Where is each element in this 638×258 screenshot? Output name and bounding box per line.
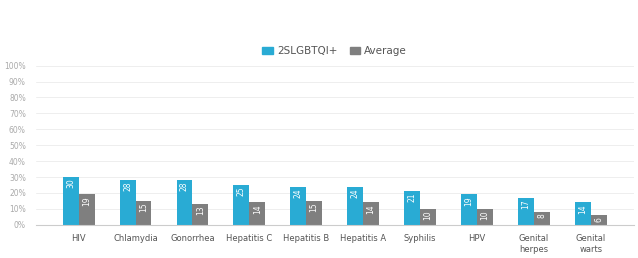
Text: 28: 28 bbox=[180, 182, 189, 191]
Text: 10: 10 bbox=[480, 210, 489, 220]
Bar bbox=[575, 203, 591, 225]
Text: 13: 13 bbox=[196, 206, 205, 215]
Text: 17: 17 bbox=[521, 199, 530, 209]
Text: 15: 15 bbox=[139, 203, 148, 212]
Bar bbox=[518, 198, 534, 225]
Text: 14: 14 bbox=[367, 204, 376, 214]
Text: 24: 24 bbox=[351, 188, 360, 198]
Bar bbox=[477, 209, 493, 225]
Text: 8: 8 bbox=[537, 214, 546, 218]
Text: 28: 28 bbox=[123, 182, 132, 191]
Bar bbox=[249, 203, 265, 225]
Text: 21: 21 bbox=[408, 193, 417, 203]
Text: 30: 30 bbox=[66, 179, 75, 188]
Bar bbox=[420, 209, 436, 225]
Bar bbox=[363, 203, 379, 225]
Text: 6: 6 bbox=[594, 217, 603, 222]
Text: 15: 15 bbox=[309, 203, 319, 212]
Bar bbox=[135, 201, 151, 225]
Text: 19: 19 bbox=[464, 196, 473, 206]
Text: 24: 24 bbox=[293, 188, 303, 198]
Text: 14: 14 bbox=[253, 204, 262, 214]
Bar bbox=[290, 187, 306, 225]
Bar bbox=[347, 187, 363, 225]
Text: 14: 14 bbox=[578, 204, 587, 214]
Bar bbox=[534, 212, 550, 225]
Bar bbox=[177, 180, 193, 225]
Bar bbox=[306, 201, 322, 225]
Bar bbox=[461, 195, 477, 225]
Bar bbox=[404, 191, 420, 225]
Bar bbox=[234, 185, 249, 225]
Bar bbox=[78, 195, 94, 225]
Legend: 2SLGBTQI+, Average: 2SLGBTQI+, Average bbox=[258, 42, 412, 61]
Text: 25: 25 bbox=[237, 187, 246, 196]
Text: 19: 19 bbox=[82, 196, 91, 206]
Text: 10: 10 bbox=[424, 210, 433, 220]
Bar bbox=[63, 177, 78, 225]
Bar bbox=[591, 215, 607, 225]
Bar bbox=[193, 204, 209, 225]
Bar bbox=[119, 180, 135, 225]
